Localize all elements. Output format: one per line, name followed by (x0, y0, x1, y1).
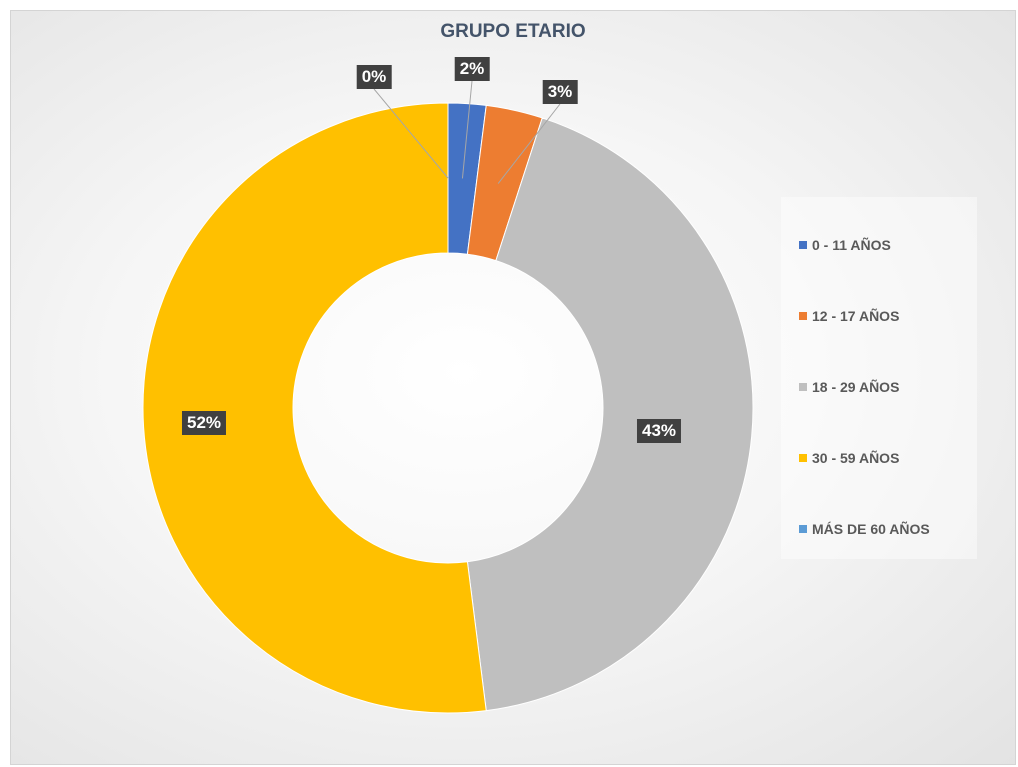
data-label-30-59-anos: 52% (181, 411, 227, 435)
legend-label: 0 - 11 AÑOS (812, 237, 891, 253)
data-label-0-11-anos: 2% (454, 57, 490, 81)
legend-swatch (799, 312, 807, 320)
legend-swatch (799, 525, 807, 533)
chart-title: GRUPO ETARIO (440, 21, 586, 42)
leader-line-0-11-anos (461, 80, 473, 179)
legend-swatch (799, 454, 807, 462)
data-label-18-29-anos: 43% (636, 419, 682, 443)
legend-item-18-29-anos: 18 - 29 AÑOS (799, 379, 899, 395)
legend-swatch (799, 383, 807, 391)
slice-18-29-anos (466, 117, 754, 712)
legend-label: 30 - 59 AÑOS (812, 450, 900, 466)
chart-area: GRUPO ETARIO 0 - 11 AÑOS 12 - 17 AÑOS 18 -… (10, 10, 1016, 765)
data-label-mas-de-60-anos: 0% (356, 65, 392, 89)
legend: 0 - 11 AÑOS 12 - 17 AÑOS 18 - 29 AÑOS 30 - … (781, 197, 977, 559)
donut-chart (142, 80, 754, 714)
legend-item-0-11-anos: 0 - 11 AÑOS (799, 237, 891, 253)
slice-30-59-anos (142, 102, 487, 714)
data-label-12-17-anos: 3% (542, 80, 578, 104)
legend-label: MÁS DE 60 AÑOS (812, 521, 930, 537)
leader-line-mas-de-60-anos (373, 88, 449, 179)
legend-label: 12 - 17 AÑOS (812, 308, 900, 324)
legend-label: 18 - 29 AÑOS (812, 379, 900, 395)
legend-item-12-17-anos: 12 - 17 AÑOS (799, 308, 899, 324)
leader-line-12-17-anos (497, 103, 561, 184)
legend-swatch (799, 241, 807, 249)
legend-item-30-59-anos: 30 - 59 AÑOS (799, 450, 899, 466)
legend-item-mas-de-60-anos: MÁS DE 60 AÑOS (799, 521, 930, 537)
